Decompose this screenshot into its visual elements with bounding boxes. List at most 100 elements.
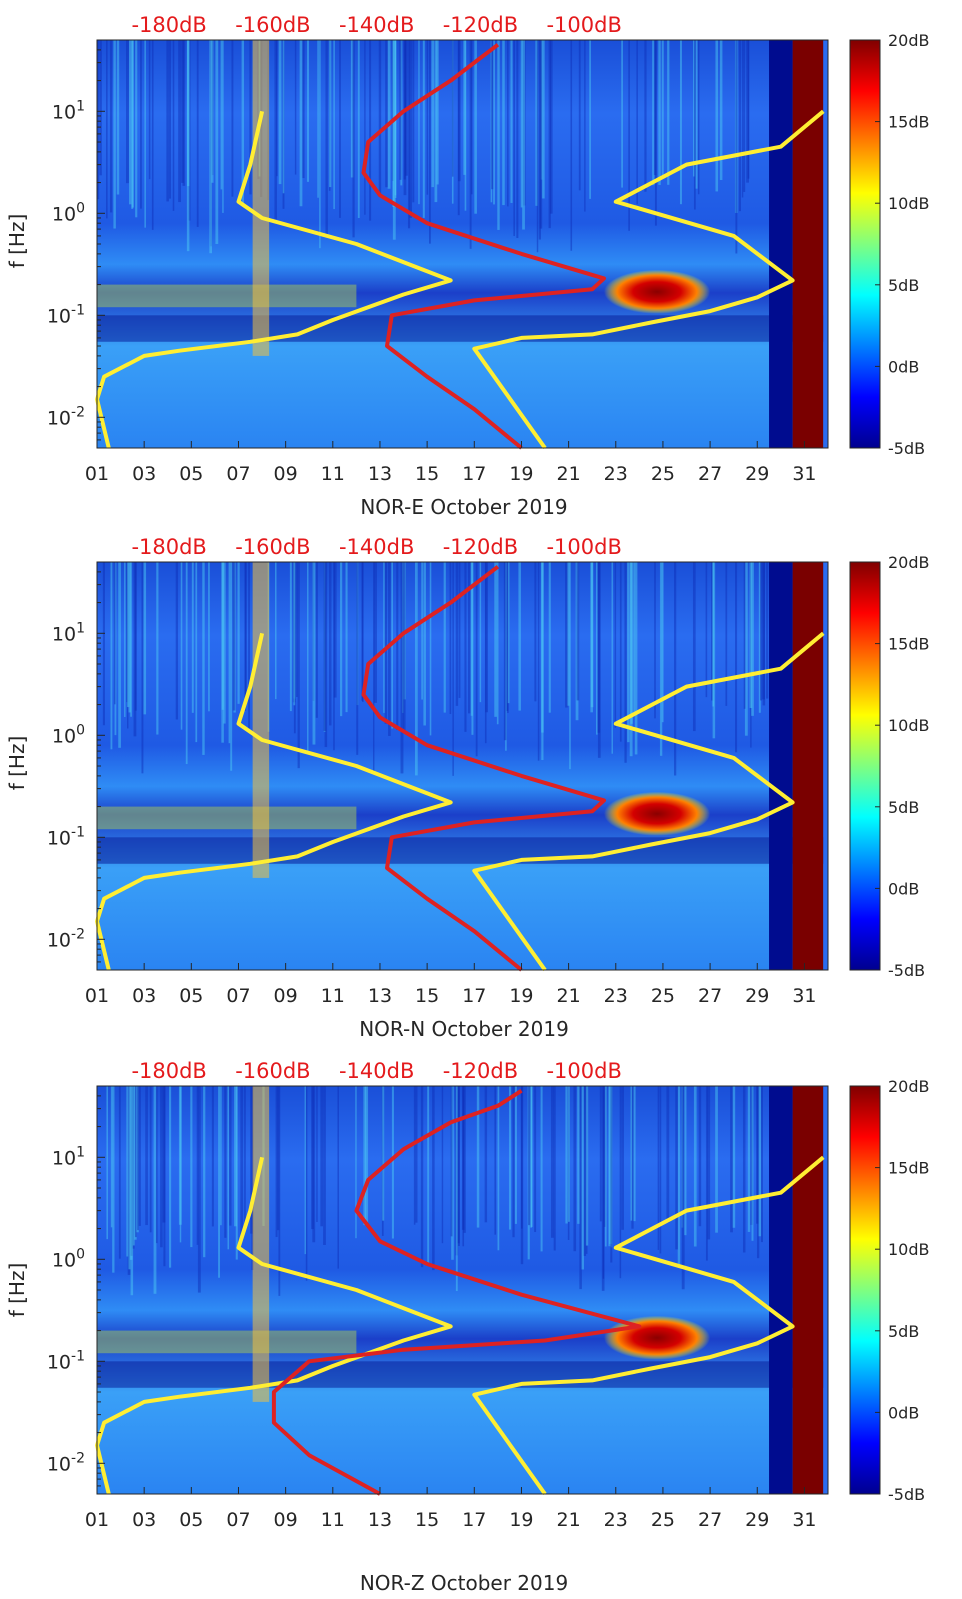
streak [209, 40, 213, 254]
streak [387, 40, 391, 189]
streak [385, 40, 388, 188]
streak [312, 562, 315, 701]
y-tick-label: 10-1 [47, 1348, 85, 1373]
top-db-label: -100dB [546, 535, 621, 559]
streak [528, 1086, 531, 1226]
streak [423, 562, 426, 726]
streak [211, 1086, 214, 1227]
streak [407, 40, 411, 229]
streak [296, 562, 298, 698]
streak [401, 562, 404, 713]
streak [106, 1086, 109, 1240]
colorbar-tick-label: 15dB [888, 1159, 930, 1178]
streak [133, 562, 137, 737]
streak [541, 40, 545, 199]
streak [320, 1086, 324, 1227]
streak [750, 1086, 753, 1225]
streak [156, 562, 159, 735]
streak [275, 1086, 278, 1238]
x-tick-label: 27 [698, 1509, 722, 1531]
streak [126, 1086, 129, 1257]
streak [229, 1086, 232, 1226]
streak [452, 562, 454, 776]
streak [548, 562, 551, 713]
top-db-label: -160dB [235, 535, 310, 559]
streak [418, 40, 420, 205]
streak [131, 40, 134, 209]
streak [589, 40, 591, 199]
streak [507, 562, 510, 704]
streak [741, 40, 744, 198]
x-tick-label: 13 [368, 463, 392, 485]
streak [621, 1086, 624, 1230]
streak [409, 40, 413, 218]
x-tick-label: 09 [274, 1509, 298, 1531]
streak [304, 1086, 307, 1255]
colorbar-tick-label: 20dB [888, 1077, 930, 1096]
x-tick-label: 05 [179, 463, 203, 485]
streak [316, 1086, 318, 1222]
streak [732, 1086, 736, 1228]
streak [711, 562, 714, 701]
streak [323, 562, 327, 731]
streak [382, 1086, 385, 1221]
streak [305, 1086, 308, 1281]
streak [369, 40, 372, 221]
streak [534, 562, 537, 702]
microseism-band [97, 1330, 357, 1354]
streak [317, 40, 319, 198]
streak [494, 1086, 497, 1235]
streak [240, 1086, 244, 1241]
colorbar-tick-label: -5dB [888, 961, 925, 980]
streak [352, 40, 355, 238]
streak [178, 40, 181, 203]
x-tick-label: 25 [651, 985, 675, 1007]
colorbar-tick-label: -5dB [888, 439, 925, 458]
x-tick-label: 31 [792, 985, 816, 1007]
streak [278, 1086, 281, 1296]
streak [569, 562, 571, 770]
streak [744, 562, 748, 736]
streak [140, 40, 142, 209]
streak [505, 562, 507, 751]
streak [742, 1086, 746, 1253]
streak [128, 562, 131, 713]
streak [203, 1086, 206, 1258]
streak [750, 562, 752, 748]
streak [127, 1086, 131, 1275]
streak [392, 40, 395, 207]
x-tick-label: 11 [321, 985, 345, 1007]
x-tick-label: 17 [462, 1509, 486, 1531]
streak [581, 1086, 584, 1270]
streak [611, 562, 613, 754]
streak [743, 40, 746, 192]
x-tick-label: 03 [132, 463, 156, 485]
model-curve-1 [472, 109, 825, 450]
streak [302, 40, 305, 179]
streak [328, 40, 331, 191]
model-curve-0 [95, 632, 453, 971]
streak [636, 40, 638, 205]
streak [312, 562, 316, 745]
streak [597, 562, 601, 758]
streak [175, 562, 179, 720]
streak [365, 1086, 369, 1226]
streak [135, 40, 138, 218]
streak [220, 1086, 222, 1226]
streak [633, 562, 636, 713]
edge-column [823, 562, 828, 970]
streak [126, 562, 129, 729]
top-db-label: -160dB [235, 13, 310, 37]
x-tick-label: 09 [274, 463, 298, 485]
streak [493, 40, 495, 205]
streak [282, 40, 285, 209]
streak [188, 40, 191, 221]
streak [112, 1086, 115, 1273]
streak [491, 40, 494, 190]
streak [463, 40, 466, 175]
streak [762, 562, 765, 700]
streak [391, 40, 394, 181]
streak [324, 562, 328, 748]
streak [467, 562, 471, 714]
streak [383, 562, 385, 713]
